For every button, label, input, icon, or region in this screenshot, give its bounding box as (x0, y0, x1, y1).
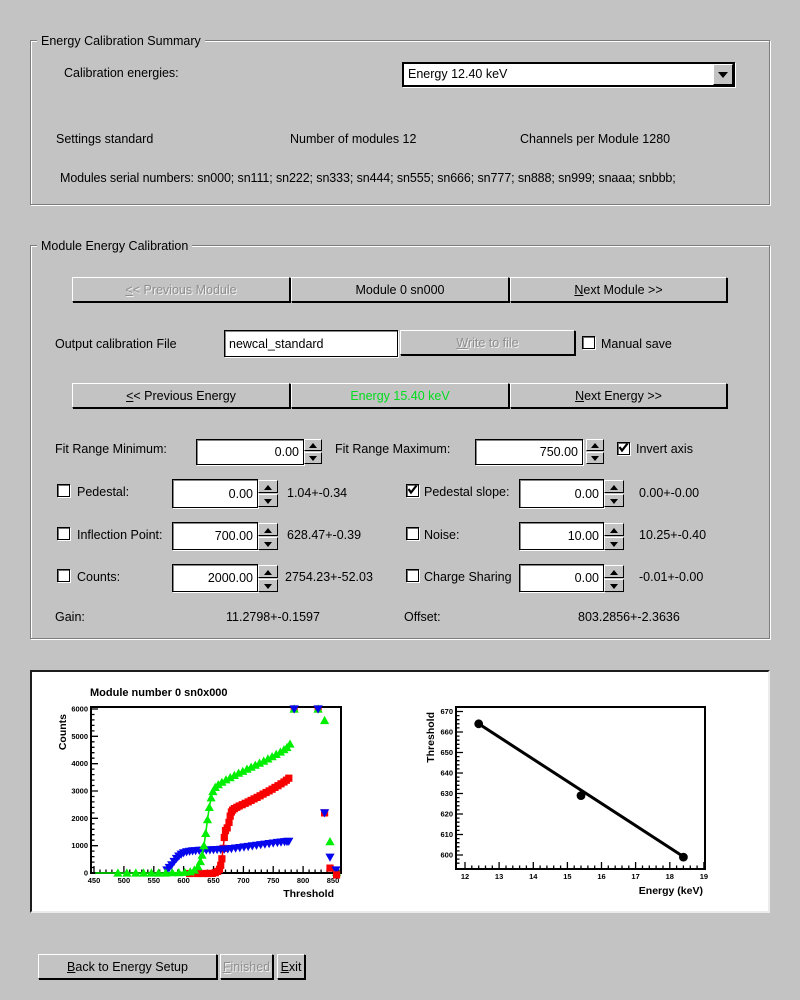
svg-text:700: 700 (237, 876, 250, 885)
svg-text:650: 650 (207, 876, 220, 885)
svg-text:2000: 2000 (71, 814, 88, 823)
svg-text:670: 670 (440, 707, 453, 716)
svg-text:550: 550 (148, 876, 161, 885)
svg-text:610: 610 (440, 830, 453, 839)
svg-text:5000: 5000 (71, 732, 88, 741)
svg-text:650: 650 (440, 748, 453, 757)
svg-text:Module number 0 sn0x000: Module number 0 sn0x000 (90, 687, 228, 699)
svg-text:0: 0 (84, 869, 88, 878)
svg-text:620: 620 (440, 810, 453, 819)
svg-text:850: 850 (327, 876, 340, 885)
svg-text:660: 660 (440, 728, 453, 737)
svg-text:800: 800 (297, 876, 310, 885)
svg-text:14: 14 (529, 872, 538, 881)
svg-text:4000: 4000 (71, 759, 88, 768)
svg-text:630: 630 (440, 789, 453, 798)
svg-text:17: 17 (631, 872, 639, 881)
svg-text:Counts: Counts (57, 714, 69, 750)
svg-text:15: 15 (563, 872, 571, 881)
svg-text:6000: 6000 (71, 705, 88, 714)
svg-text:600: 600 (440, 851, 453, 860)
svg-text:16: 16 (597, 872, 605, 881)
svg-text:640: 640 (440, 769, 453, 778)
svg-text:Energy (keV): Energy (keV) (639, 885, 703, 897)
svg-text:3000: 3000 (71, 787, 88, 796)
svg-text:600: 600 (177, 876, 190, 885)
svg-text:18: 18 (666, 872, 674, 881)
svg-text:1000: 1000 (71, 841, 88, 850)
svg-text:12: 12 (461, 872, 469, 881)
svg-text:750: 750 (267, 876, 280, 885)
svg-text:Threshold: Threshold (283, 888, 334, 900)
svg-text:Threshold: Threshold (425, 712, 437, 763)
svg-text:19: 19 (700, 872, 708, 881)
svg-text:13: 13 (495, 872, 503, 881)
svg-text:500: 500 (118, 876, 131, 885)
svg-text:450: 450 (88, 876, 101, 885)
